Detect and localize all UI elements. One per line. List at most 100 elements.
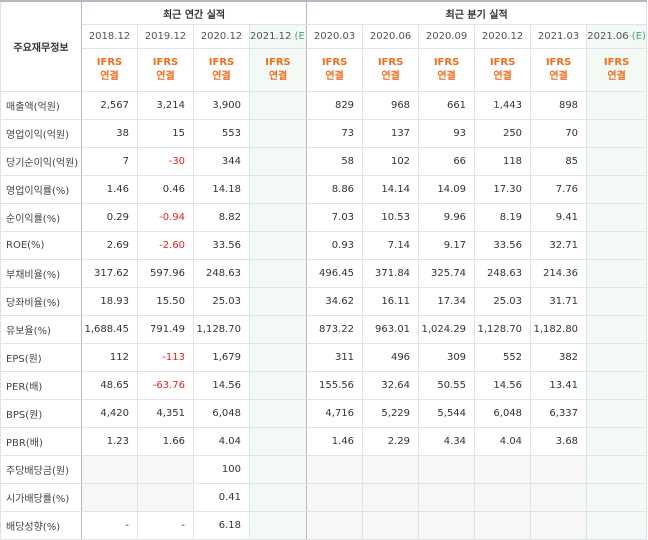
- quarter-value-cell: 968: [362, 91, 420, 120]
- annual-value-cell: 18.93: [81, 287, 138, 316]
- quarter-value-cell: [586, 231, 648, 260]
- annual-value-cell: [248, 259, 308, 288]
- row-label: 주당배당금(원): [0, 455, 82, 484]
- consolidated-label: 연결: [381, 71, 400, 82]
- annual-value-cell: [248, 119, 308, 148]
- table-row: 주당배당금(원) 100: [0, 455, 648, 484]
- annual-value-cell: [248, 427, 308, 456]
- quarter-value-cell: 496: [362, 343, 420, 372]
- quarter-value-cell: 4,716: [306, 399, 364, 428]
- quarter-value-cell: [586, 371, 648, 400]
- annual-value-cell: 15: [137, 119, 194, 148]
- quarter-value-cell: 58: [306, 147, 364, 176]
- annual-value-cell: 2,567: [81, 91, 138, 120]
- quarter-value-cell: [530, 511, 588, 540]
- quarter-value-cell: [418, 483, 476, 512]
- quarter-value-cell: 8.86: [306, 175, 364, 204]
- annual-value-cell: [248, 343, 308, 372]
- quarter-value-cell: [474, 511, 532, 540]
- consolidated-label: 연결: [549, 71, 568, 82]
- annual-period-header: 2018.12: [81, 24, 138, 49]
- quarter-value-cell: 9.41: [530, 203, 588, 232]
- quarter-value-cell: 25.03: [474, 287, 532, 316]
- quarter-value-cell: [586, 147, 648, 176]
- ifrs-label: IFRS: [489, 57, 516, 68]
- consolidated-label: 연결: [607, 71, 626, 82]
- quarter-value-cell: 5,544: [418, 399, 476, 428]
- quarter-value-cell: [586, 455, 648, 484]
- row-label: BPS(원): [0, 399, 82, 428]
- annual-value-cell: 14.18: [193, 175, 250, 204]
- quarter-value-cell: 17.30: [474, 175, 532, 204]
- annual-value-cell: 791.49: [137, 315, 194, 344]
- annual-value-cell: 38: [81, 119, 138, 148]
- period-label: 2020.06: [369, 31, 412, 42]
- annual-value-cell: 6,048: [193, 399, 250, 428]
- table-row: 영업이익(억원) 38 15 553 73 137 93 250 70: [0, 119, 648, 148]
- annual-value-cell: -30: [137, 147, 194, 176]
- period-label: 2019.12: [144, 31, 187, 42]
- quarter-value-cell: 0.93: [306, 231, 364, 260]
- annual-value-cell: 553: [193, 119, 250, 148]
- quarter-value-cell: [530, 455, 588, 484]
- row-label: 당좌비율(%): [0, 287, 82, 316]
- quarter-period-header: 2020.03: [306, 24, 364, 49]
- annual-value-cell: 7: [81, 147, 138, 176]
- table-row: 영업이익률(%) 1.46 0.46 14.18 8.86 14.14 14.09 17.30…: [0, 175, 648, 204]
- annual-value-cell: 248.63: [193, 259, 250, 288]
- accounting-basis-cell: IFRS 연결: [193, 48, 250, 92]
- quarter-value-cell: 214.36: [530, 259, 588, 288]
- period-label: 2020.12: [200, 31, 243, 42]
- quarter-value-cell: 85: [530, 147, 588, 176]
- annual-value-cell: 1.66: [137, 427, 194, 456]
- quarter-value-cell: 4.34: [418, 427, 476, 456]
- accounting-basis-cell: IFRS 연결: [474, 48, 532, 92]
- period-label: 2020.03: [313, 31, 356, 42]
- period-label: 2021.06: [587, 31, 629, 42]
- quarter-value-cell: 3.68: [530, 427, 588, 456]
- annual-value-cell: [137, 483, 194, 512]
- consolidated-label: 연결: [325, 71, 344, 82]
- period-label: 2021.03: [537, 31, 580, 42]
- quarter-value-cell: 311: [306, 343, 364, 372]
- consolidated-label: 연결: [212, 71, 231, 82]
- quarter-value-cell: 661: [418, 91, 476, 120]
- quarter-value-cell: [418, 511, 476, 540]
- row-label: 매출액(억원): [0, 91, 82, 120]
- quarter-value-cell: [586, 203, 648, 232]
- accounting-basis-cell: IFRS 연결: [586, 48, 648, 92]
- quarter-value-cell: 6,048: [474, 399, 532, 428]
- quarter-value-cell: [586, 315, 648, 344]
- annual-value-cell: [248, 287, 308, 316]
- quarter-value-cell: 250: [474, 119, 532, 148]
- annual-value-cell: 1,688.45: [81, 315, 138, 344]
- accounting-basis-cell: IFRS 연결: [248, 48, 308, 92]
- table-row: 시가배당률(%) 0.41: [0, 483, 648, 512]
- quarter-value-cell: 93: [418, 119, 476, 148]
- annual-value-cell: -63.76: [137, 371, 194, 400]
- quarter-value-cell: 248.63: [474, 259, 532, 288]
- consolidated-label: 연결: [156, 71, 175, 82]
- estimate-mark: (E): [631, 31, 646, 42]
- annual-value-cell: 0.41: [193, 483, 250, 512]
- quarter-value-cell: 1,182.80: [530, 315, 588, 344]
- quarter-value-cell: 7.14: [362, 231, 420, 260]
- quarter-value-cell: [474, 455, 532, 484]
- quarter-value-cell: 50.55: [418, 371, 476, 400]
- quarter-value-cell: [418, 455, 476, 484]
- annual-period-header: 2020.12: [193, 24, 250, 49]
- annual-value-cell: [248, 175, 308, 204]
- consolidated-label: 연결: [437, 71, 456, 82]
- accounting-basis-cell: IFRS 연결: [137, 48, 194, 92]
- quarter-value-cell: 309: [418, 343, 476, 372]
- row-label: 순이익률(%): [0, 203, 82, 232]
- table-row: ROE(%) 2.69 -2.60 33.56 0.93 7.14 9.17 33.56 32.…: [0, 231, 648, 260]
- row-label: 유보율(%): [0, 315, 82, 344]
- quarter-value-cell: [586, 287, 648, 316]
- quarter-value-cell: 382: [530, 343, 588, 372]
- table-row: 유보율(%) 1,688.45 791.49 1,128.70 873.22 963.01…: [0, 315, 648, 344]
- quarter-value-cell: [586, 175, 648, 204]
- quarter-value-cell: 155.56: [306, 371, 364, 400]
- annual-value-cell: [248, 91, 308, 120]
